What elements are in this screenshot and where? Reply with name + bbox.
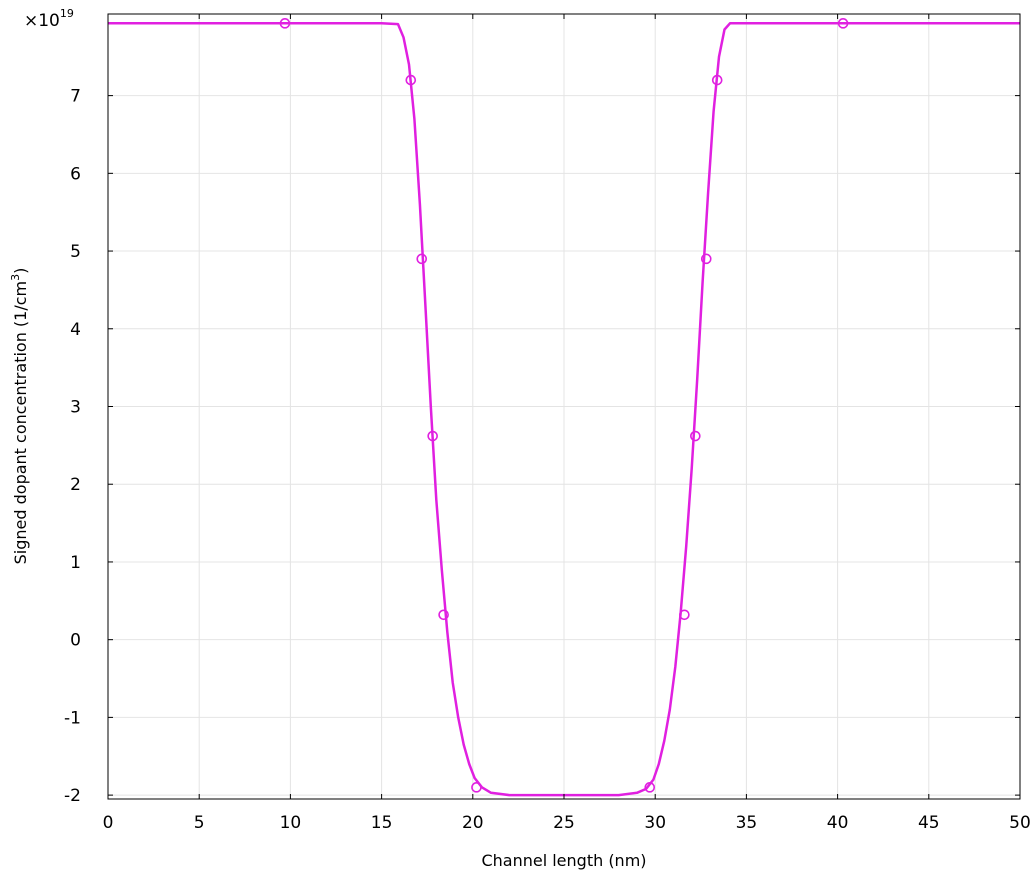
x-axis-label: Channel length (nm) <box>481 851 646 870</box>
series-marker <box>644 782 656 793</box>
y-tick-label: 3 <box>70 398 81 418</box>
series-marker <box>438 609 449 621</box>
y-multiplier-label: ×1019 <box>24 7 74 31</box>
y-tick-label: 5 <box>70 242 81 262</box>
y-tick-label: -2 <box>64 786 81 806</box>
y-tick-label: 0 <box>70 631 81 651</box>
x-tick-label: 25 <box>553 813 575 833</box>
series-marker <box>471 782 482 793</box>
x-tick-label: 40 <box>827 813 849 833</box>
y-axis-label: Signed dopant concentration (1/cm3) <box>9 268 30 565</box>
series-marker <box>837 18 849 29</box>
y-tick-label: -1 <box>64 708 81 728</box>
series-marker <box>690 430 701 442</box>
y-tick-label: 7 <box>70 87 81 107</box>
y-tick-label: 1 <box>70 553 81 573</box>
series-marker <box>405 74 417 86</box>
x-tick-label: 5 <box>194 813 205 833</box>
x-tick-label: 30 <box>644 813 666 833</box>
y-tick-label: 2 <box>70 475 81 495</box>
x-tick-label: 45 <box>918 813 940 833</box>
ticks <box>107 14 1021 799</box>
series-marker <box>279 18 291 29</box>
y-tick-label: 6 <box>70 164 81 184</box>
x-tick-label: 15 <box>371 813 393 833</box>
series-marker <box>416 253 428 265</box>
x-tick-label: 0 <box>103 813 114 833</box>
series-marker <box>427 430 438 442</box>
x-tick-label: 50 <box>1009 813 1031 833</box>
x-tick-label: 20 <box>462 813 484 833</box>
x-tick-label: 10 <box>280 813 302 833</box>
x-tick-label: 35 <box>736 813 758 833</box>
y-tick-label: 4 <box>70 320 81 340</box>
series-marker <box>679 609 690 621</box>
series-marker <box>700 253 712 265</box>
series-marker <box>711 74 723 86</box>
